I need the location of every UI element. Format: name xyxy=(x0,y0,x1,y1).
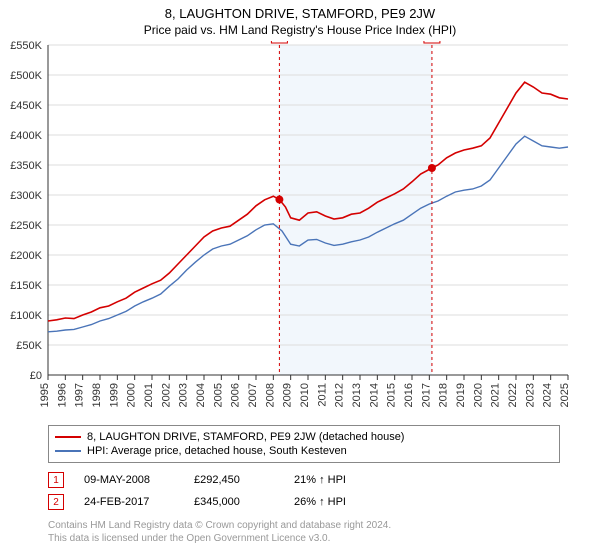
x-tick-label: 2023 xyxy=(524,383,536,407)
transaction-delta: 21% ↑ HPI xyxy=(294,474,374,486)
x-tick-label: 2022 xyxy=(507,383,519,407)
x-tick-label: 1996 xyxy=(56,383,68,407)
x-tick-label: 2003 xyxy=(178,383,190,407)
marker-badge-label: 2 xyxy=(429,41,435,43)
x-tick-label: 2004 xyxy=(195,383,207,407)
x-tick-label: 2015 xyxy=(386,383,398,407)
legend-item: 8, LAUGHTON DRIVE, STAMFORD, PE9 2JW (de… xyxy=(55,430,553,444)
x-tick-label: 2021 xyxy=(490,383,502,407)
price-chart: £0 £50K £100K £150K £200K £250K £300K £350K £400… xyxy=(0,41,600,421)
transaction-badge: 2 xyxy=(48,494,64,510)
page-subtitle: Price paid vs. HM Land Registry's House … xyxy=(0,21,600,41)
date-range-band xyxy=(279,45,432,375)
x-tick-label: 1995 xyxy=(39,383,51,407)
legend-swatch xyxy=(55,436,81,438)
legend-label: 8, LAUGHTON DRIVE, STAMFORD, PE9 2JW (de… xyxy=(87,431,404,443)
marker-dot xyxy=(275,196,283,204)
legend-label: HPI: Average price, detached house, Sout… xyxy=(87,445,347,457)
y-tick-label: £50K xyxy=(16,340,42,352)
y-tick-label: £0 xyxy=(30,370,42,382)
y-tick-label: £200K xyxy=(10,250,42,262)
legend: 8, LAUGHTON DRIVE, STAMFORD, PE9 2JW (de… xyxy=(48,425,560,463)
x-tick-label: 2000 xyxy=(126,383,138,407)
page-title: 8, LAUGHTON DRIVE, STAMFORD, PE9 2JW xyxy=(0,0,600,21)
x-tick-label: 2025 xyxy=(559,383,571,407)
y-tick-label: £400K xyxy=(10,130,42,142)
marker-dot xyxy=(428,164,436,172)
x-tick-label: 2001 xyxy=(143,383,155,407)
transaction-delta: 26% ↑ HPI xyxy=(294,496,374,508)
y-tick-label: £450K xyxy=(10,100,42,112)
transaction-row: 1 09-MAY-2008 £292,450 21% ↑ HPI xyxy=(48,469,560,491)
transaction-price: £292,450 xyxy=(194,474,274,486)
x-tick-label: 2002 xyxy=(160,383,172,407)
footnote-line: This data is licensed under the Open Gov… xyxy=(48,532,560,545)
x-tick-label: 1998 xyxy=(91,383,103,407)
x-tick-label: 2007 xyxy=(247,383,259,407)
x-tick-label: 2010 xyxy=(299,383,311,407)
transaction-badge: 1 xyxy=(48,472,64,488)
x-tick-label: 2012 xyxy=(334,383,346,407)
y-tick-label: £500K xyxy=(10,70,42,82)
x-tick-label: 2017 xyxy=(420,383,432,407)
x-tick-label: 2008 xyxy=(264,383,276,407)
x-tick-label: 2014 xyxy=(368,383,380,407)
transaction-date: 09-MAY-2008 xyxy=(84,474,174,486)
x-tick-label: 2020 xyxy=(472,383,484,407)
transaction-price: £345,000 xyxy=(194,496,274,508)
y-tick-label: £150K xyxy=(10,280,42,292)
y-tick-label: £100K xyxy=(10,310,42,322)
x-tick-label: 1997 xyxy=(74,383,86,407)
x-tick-label: 2006 xyxy=(230,383,242,407)
x-tick-label: 2019 xyxy=(455,383,467,407)
x-tick-label: 2016 xyxy=(403,383,415,407)
y-tick-label: £250K xyxy=(10,220,42,232)
y-tick-label: £300K xyxy=(10,190,42,202)
legend-item: HPI: Average price, detached house, Sout… xyxy=(55,444,553,458)
y-tick-label: £350K xyxy=(10,160,42,172)
transaction-row: 2 24-FEB-2017 £345,000 26% ↑ HPI xyxy=(48,491,560,513)
x-tick-label: 2013 xyxy=(351,383,363,407)
transaction-date: 24-FEB-2017 xyxy=(84,496,174,508)
x-tick-label: 2018 xyxy=(438,383,450,407)
transactions-table: 1 09-MAY-2008 £292,450 21% ↑ HPI 2 24-FEB-201… xyxy=(48,469,560,513)
legend-swatch xyxy=(55,450,81,452)
x-tick-label: 2011 xyxy=(316,383,328,407)
footnote-line: Contains HM Land Registry data © Crown c… xyxy=(48,519,560,532)
footnote: Contains HM Land Registry data © Crown c… xyxy=(48,519,560,545)
marker-badge-label: 1 xyxy=(277,41,283,43)
x-tick-label: 2024 xyxy=(542,383,554,407)
x-tick-label: 2009 xyxy=(282,383,294,407)
y-tick-label: £550K xyxy=(10,41,42,52)
x-tick-label: 1999 xyxy=(108,383,120,407)
x-tick-label: 2005 xyxy=(212,383,224,407)
